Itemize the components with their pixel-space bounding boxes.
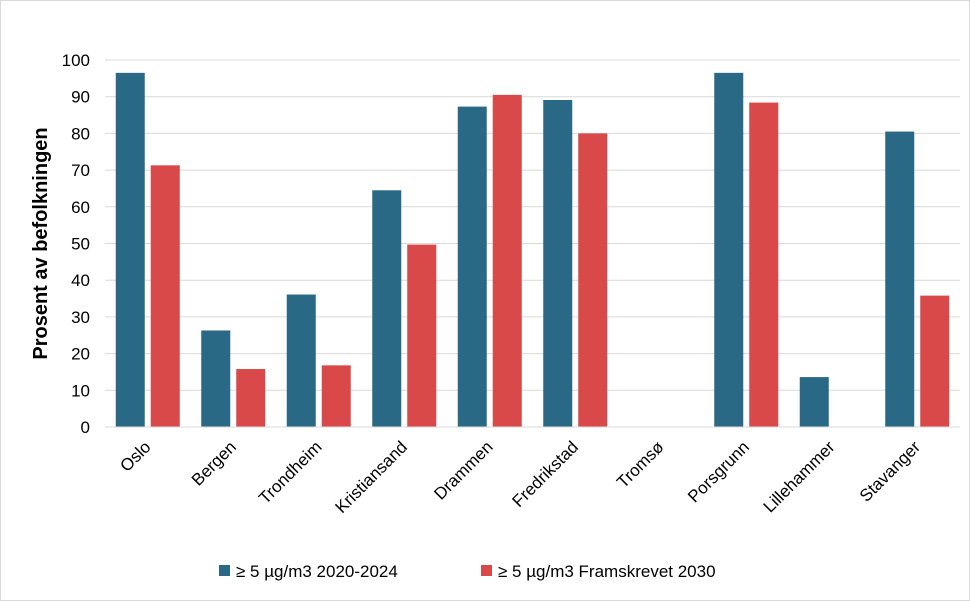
x-tick-label: Fredrikstad bbox=[509, 437, 583, 511]
bar-series1 bbox=[372, 190, 402, 427]
bar-series1 bbox=[714, 72, 744, 427]
y-axis-label: Prosent av befolkningen bbox=[30, 127, 52, 359]
x-axis-labels: Oslo Bergen Trondheim Kristiansand Drammen Fr… bbox=[116, 437, 924, 517]
bar-series1 bbox=[201, 330, 231, 427]
gridlines bbox=[105, 59, 960, 391]
bar-series2 bbox=[150, 165, 180, 428]
y-tick-label: 30 bbox=[71, 308, 90, 327]
bar-series2 bbox=[236, 369, 266, 427]
y-tick-label: 10 bbox=[71, 381, 90, 400]
x-tick-label: Bergen bbox=[188, 437, 240, 489]
bar-series2 bbox=[920, 295, 950, 427]
y-tick-label: 70 bbox=[71, 161, 90, 180]
bar-series1 bbox=[543, 100, 573, 428]
y-tick-label: 100 bbox=[62, 51, 90, 70]
bar-series1 bbox=[286, 294, 316, 427]
bar-series2 bbox=[492, 94, 522, 428]
x-tick-label: Oslo bbox=[116, 437, 154, 475]
y-tick-label: 0 bbox=[81, 418, 90, 437]
legend-swatch bbox=[219, 565, 230, 576]
legend-swatch bbox=[481, 565, 492, 576]
bars bbox=[115, 72, 950, 428]
bar-series1 bbox=[885, 131, 915, 427]
y-axis-ticks: 0 10 20 30 40 50 60 70 80 90 100 bbox=[62, 51, 90, 437]
legend-label: ≥ 5 µg/m3 Framskrevet 2030 bbox=[498, 562, 716, 581]
bar-series2 bbox=[321, 365, 351, 427]
x-tick-label: Drammen bbox=[430, 437, 496, 503]
bar-series1 bbox=[115, 72, 145, 427]
y-tick-label: 40 bbox=[71, 271, 90, 290]
x-tick-label: Tromsø bbox=[613, 437, 667, 491]
x-tick-label: Stavanger bbox=[856, 437, 924, 505]
x-tick-label: Porsgrunn bbox=[684, 437, 753, 506]
y-tick-label: 90 bbox=[71, 88, 90, 107]
x-tick-label: Kristiansand bbox=[331, 437, 411, 517]
bar-series2 bbox=[578, 133, 608, 427]
y-tick-label: 60 bbox=[71, 198, 90, 217]
x-tick-label: Trondheim bbox=[255, 437, 325, 507]
legend-label: ≥ 5 µg/m3 2020-2024 bbox=[236, 562, 398, 581]
bar-series2 bbox=[749, 102, 779, 428]
bar-series1 bbox=[457, 106, 487, 427]
y-tick-label: 50 bbox=[71, 235, 90, 254]
x-tick-label: Lillehammer bbox=[760, 437, 839, 516]
y-tick-label: 20 bbox=[71, 345, 90, 364]
legend: ≥ 5 µg/m3 2020-2024 ≥ 5 µg/m3 Framskrevet… bbox=[219, 562, 716, 581]
bar-series2 bbox=[407, 244, 437, 427]
y-tick-label: 80 bbox=[71, 124, 90, 143]
bar-series1 bbox=[799, 377, 829, 427]
